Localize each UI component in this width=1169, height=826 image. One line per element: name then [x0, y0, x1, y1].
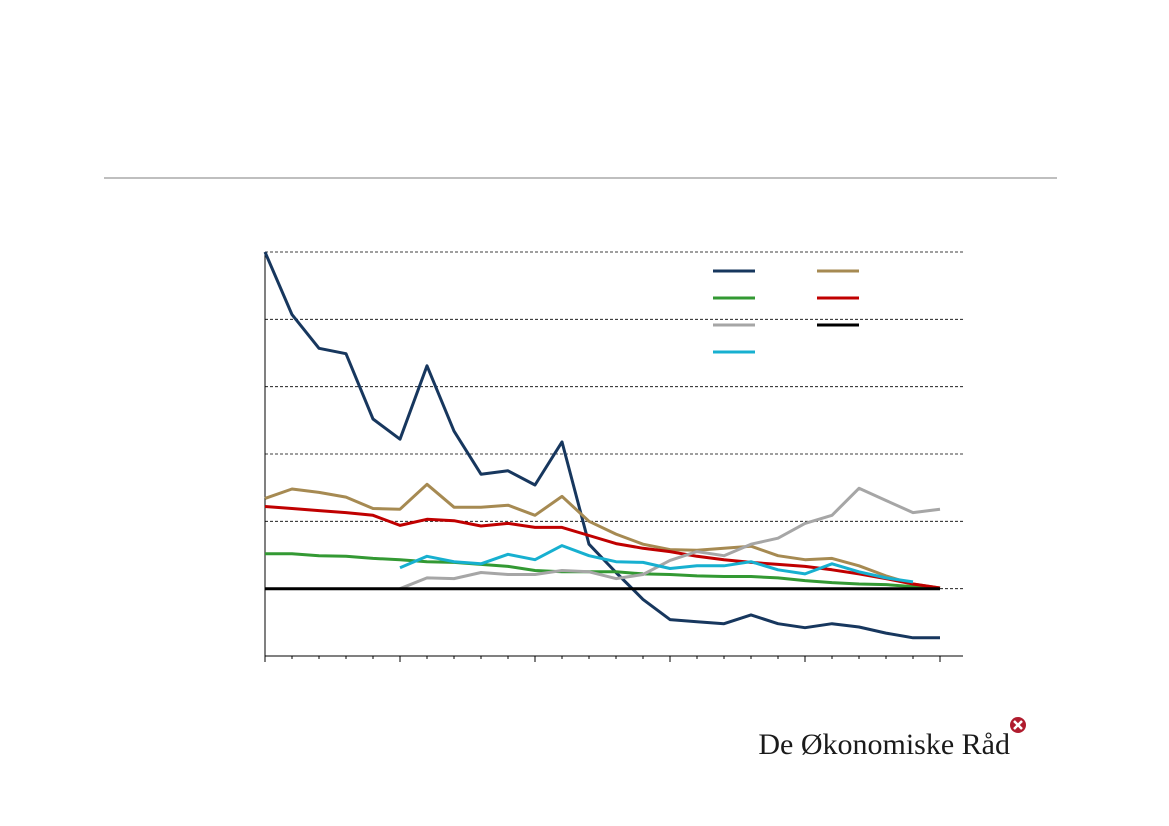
- logo-icon: [1010, 717, 1026, 733]
- series-line: [264, 505, 941, 590]
- series-line: [263, 251, 940, 640]
- series-line: [265, 552, 941, 590]
- logo-text: De Økonomiske Råd: [758, 728, 1010, 761]
- series-line: [399, 544, 914, 584]
- series-line: [399, 486, 941, 591]
- series-line: [264, 482, 941, 590]
